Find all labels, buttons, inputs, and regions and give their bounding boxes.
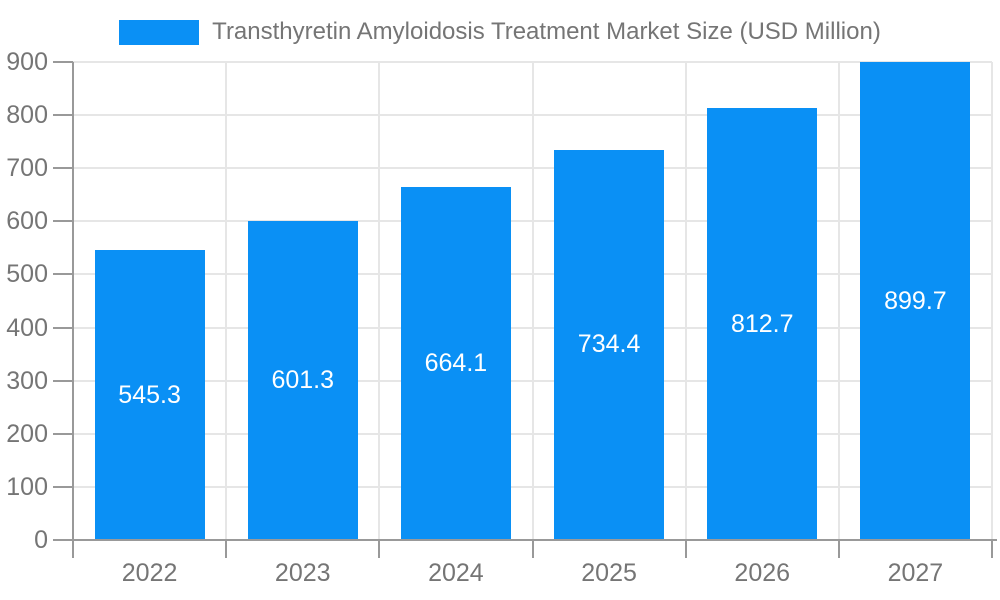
x-axis-tick-2 (378, 540, 381, 558)
x-axis-label-2023: 2023 (274, 559, 331, 587)
y-axis-tick-700 (53, 167, 73, 170)
y-axis-tick-500 (53, 273, 73, 276)
bar-2025[interactable]: 734.4 (554, 149, 665, 540)
gridline-x-6 (991, 62, 993, 540)
y-axis-label-900: 900 (6, 48, 48, 76)
y-axis-tick-800 (53, 114, 73, 117)
gridline-x-2 (378, 62, 381, 540)
x-axis-label-2022: 2022 (121, 559, 178, 587)
x-axis-label-2026: 2026 (734, 559, 791, 587)
y-axis-line (72, 62, 74, 558)
gridline-x-4 (684, 62, 687, 540)
gridline-x-1 (225, 62, 228, 540)
y-axis-label-400: 400 (6, 313, 48, 342)
x-axis-tick-6 (991, 540, 993, 558)
x-axis-tick-0 (72, 540, 74, 558)
y-axis-tick-100 (53, 485, 73, 488)
legend-swatch (119, 19, 200, 45)
bar-2027[interactable]: 899.7 (860, 62, 971, 540)
y-axis-label-700: 700 (6, 154, 48, 183)
bar-2022[interactable]: 545.3 (94, 250, 205, 540)
legend-label: Transthyretin Amyloidosis Treatment Mark… (212, 18, 881, 45)
y-axis-label-800: 800 (6, 101, 48, 130)
y-axis-tick-200 (53, 432, 73, 435)
x-axis-label-2025: 2025 (581, 559, 637, 587)
bar-value-label-2025: 734.4 (577, 330, 641, 359)
gridline-x-5 (837, 62, 840, 540)
bar-value-label-2023: 601.3 (271, 365, 335, 394)
bar-2026[interactable]: 812.7 (707, 108, 818, 540)
x-axis-tick-3 (531, 540, 534, 558)
y-axis-label-100: 100 (6, 472, 48, 501)
bar-value-label-2024: 664.1 (424, 349, 488, 378)
y-axis-label-0: 0 (34, 526, 48, 554)
x-axis-label-2024: 2024 (428, 559, 484, 587)
bar-value-label-2026: 812.7 (730, 309, 794, 338)
x-axis-tick-1 (225, 540, 228, 558)
y-axis-tick-900 (53, 61, 73, 63)
bar-2023[interactable]: 601.3 (247, 220, 358, 540)
legend-item[interactable]: Transthyretin Amyloidosis Treatment Mark… (0, 14, 1000, 50)
y-axis-label-300: 300 (6, 366, 48, 395)
bar-value-label-2022: 545.3 (118, 380, 181, 409)
y-axis-label-600: 600 (6, 207, 48, 236)
y-axis-tick-300 (53, 379, 73, 382)
y-axis-tick-600 (53, 220, 73, 223)
y-axis-label-200: 200 (6, 419, 48, 448)
bar-2024[interactable]: 664.1 (400, 187, 511, 540)
x-axis-tick-5 (837, 540, 840, 558)
plot-area: 545.3 601.3 664.1 734.4 812.7 899.7 (73, 61, 993, 540)
x-axis-line (53, 539, 997, 541)
x-axis-label-2027: 2027 (887, 559, 944, 587)
bar-value-label-2027: 899.7 (884, 286, 947, 315)
x-axis-tick-4 (684, 540, 687, 558)
y-axis-tick-400 (53, 326, 73, 329)
y-axis-label-500: 500 (6, 260, 48, 289)
gridline-x-3 (531, 62, 534, 540)
